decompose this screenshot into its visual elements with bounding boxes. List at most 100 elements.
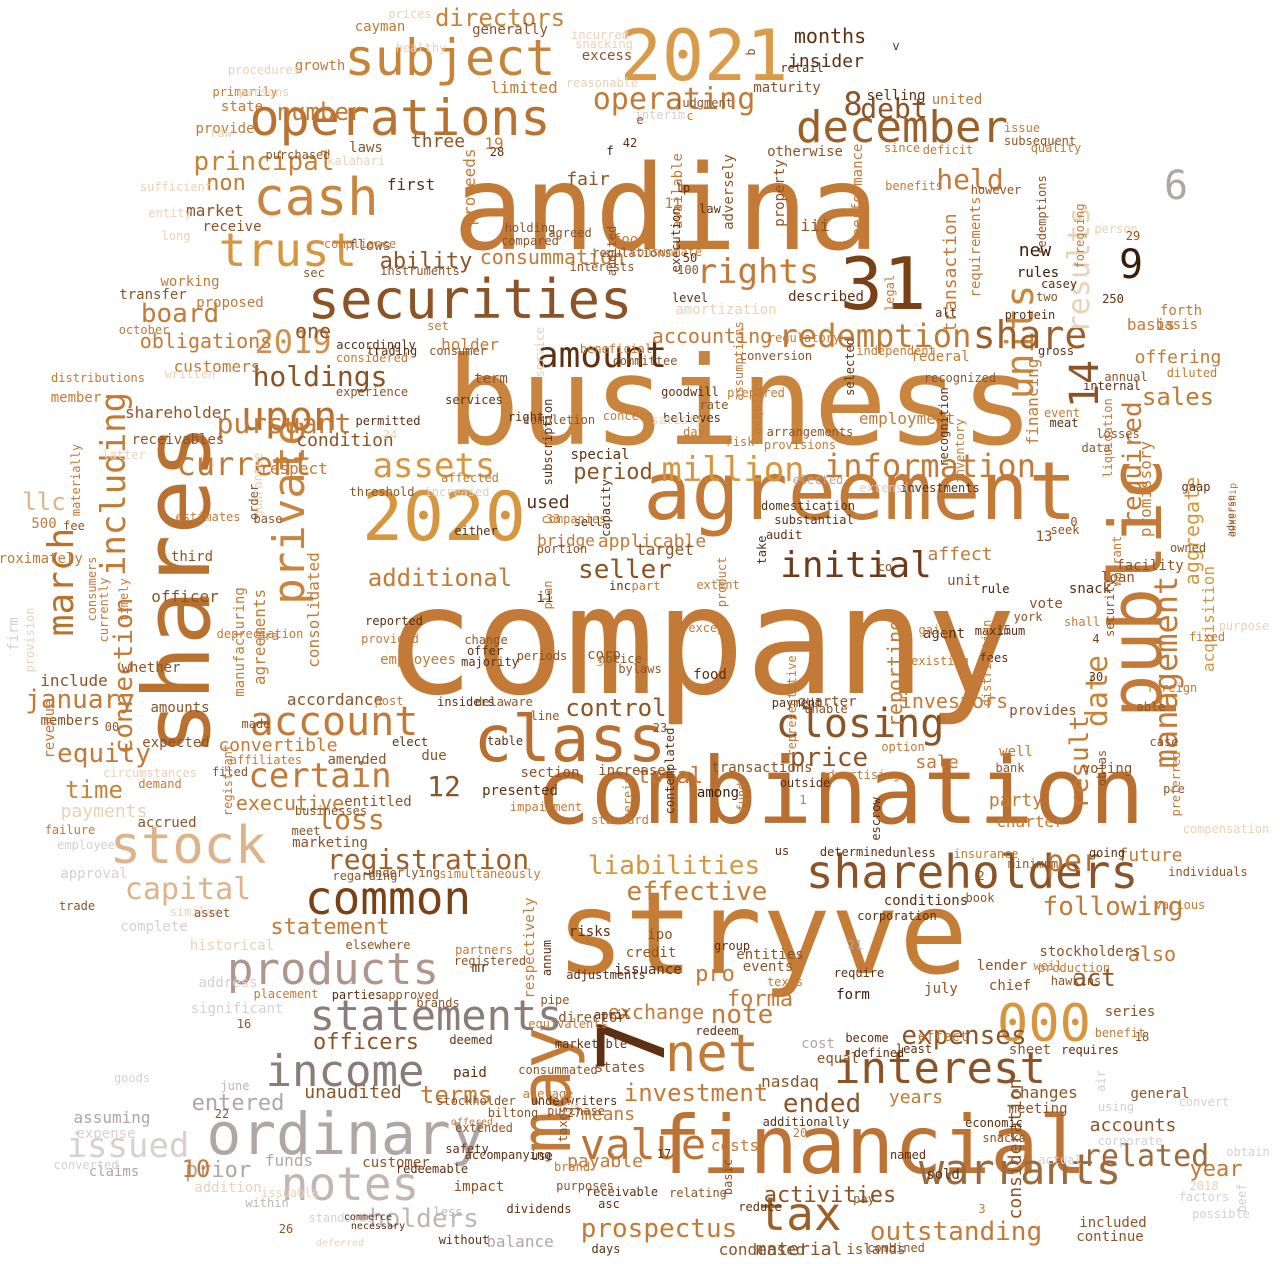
cloud-word: fair (566, 169, 610, 190)
cloud-word: 3 (978, 1202, 986, 1216)
cloud-word: ii (536, 590, 554, 606)
cloud-word: notes (280, 1157, 420, 1211)
cloud-word: share (972, 313, 1088, 357)
cloud-word: portion (536, 542, 588, 556)
cloud-word: benefit (1094, 1026, 1146, 1040)
cloud-word: approved (381, 988, 439, 1002)
cloud-word: third (170, 549, 214, 565)
cloud-word: concern (602, 409, 654, 423)
cloud-word: sold (926, 1167, 960, 1183)
cloud-word: similar (169, 905, 221, 919)
cloud-word: c (686, 109, 694, 123)
cloud-word: benefits (885, 179, 943, 193)
cloud-word: payable (567, 1151, 643, 1172)
cloud-word: interim (634, 108, 686, 122)
cloud-word: snacking (575, 37, 633, 51)
cloud-word: retail (780, 61, 824, 75)
cloud-word: offer (466, 644, 504, 658)
cloud-word: 11 (664, 196, 682, 212)
cloud-word: insider (788, 51, 864, 72)
cloud-word: united (931, 92, 983, 108)
cloud-word: set (427, 319, 449, 333)
cloud-word: equal (816, 1051, 860, 1067)
cloud-word: service (533, 326, 547, 378)
cloud-word: elect (391, 735, 429, 749)
cloud-word: member (50, 390, 102, 406)
cloud-word: officers (313, 1030, 419, 1055)
cloud-word: receivables (131, 432, 225, 448)
cloud-word: presented (482, 783, 558, 799)
cloud-word: historical (189, 938, 275, 954)
cloud-word: amortization (675, 302, 777, 318)
cloud-word: lender (976, 958, 1028, 974)
cloud-word: foods (612, 232, 656, 248)
cloud-word: part (631, 579, 661, 593)
cloud-word: accordingly (336, 338, 416, 352)
cloud-word: security (1103, 579, 1117, 637)
cloud-word: 30 (1088, 670, 1104, 684)
cloud-word: basic (721, 1158, 735, 1196)
cloud-word: 250 (1102, 292, 1124, 306)
cloud-word: limited (490, 78, 558, 97)
cloud-word: elsewhere (345, 938, 411, 952)
cloud-word: transactions (711, 760, 813, 776)
cloud-word: days (591, 1242, 621, 1256)
cloud-word: consideration (1005, 1078, 1026, 1220)
cloud-word: islands (846, 1242, 906, 1258)
cloud-word: parties (331, 988, 383, 1002)
cloud-word: employees (380, 652, 456, 668)
cloud-word: 23 (652, 721, 668, 735)
cloud-word: offering (1134, 347, 1222, 368)
cloud-word: provisions (763, 438, 837, 452)
cloud-word: asc (598, 1197, 620, 1211)
cloud-word: new (1018, 240, 1052, 261)
cloud-word: customer (362, 1155, 430, 1171)
cloud-word: brand (553, 1160, 591, 1174)
cloud-word: holdings (252, 360, 388, 393)
cloud-word: address (198, 975, 258, 991)
cloud-word: changes (1010, 1083, 1078, 1102)
cloud-word: obligations (139, 329, 273, 353)
cloud-word: stock (109, 816, 267, 876)
cloud-word: notice (598, 652, 642, 666)
cloud-word: upon (240, 394, 338, 440)
cloud-word: 20 (792, 1126, 808, 1140)
cloud-word: corp (587, 647, 621, 663)
cloud-word: post (374, 694, 404, 708)
cloud-word: minimum (1007, 857, 1059, 871)
cloud-word: control (565, 694, 667, 722)
cloud-word: actual (1038, 1153, 1082, 1167)
cloud-word: non (206, 171, 246, 196)
cloud-word: ordinary (206, 1100, 486, 1168)
cloud-word: going (1088, 846, 1126, 860)
cloud-word: tra (257, 629, 279, 643)
cloud-word: section (520, 765, 580, 781)
cloud-word: board (140, 299, 220, 329)
cloud-word: prospectus (580, 1214, 738, 1244)
cloud-word: person (1094, 222, 1138, 236)
cloud-word: debt (860, 92, 928, 125)
cloud-word: statements (309, 991, 563, 1040)
cloud-word: compensation (1182, 822, 1270, 836)
cloud-word: following (1042, 892, 1184, 922)
cloud-word: domestication (761, 499, 855, 513)
cloud-word: adjustments (566, 968, 646, 982)
cloud-word: million (661, 450, 805, 490)
cloud-word: marketable (554, 1037, 628, 1051)
cloud-word: elected (792, 473, 844, 487)
cloud-word: risk (725, 435, 755, 449)
cloud-word: trust (218, 223, 358, 277)
cloud-word: capacity (599, 479, 613, 537)
cloud-word: federal (910, 349, 970, 365)
cloud-word: bridge (537, 531, 595, 550)
cloud-word: receive (202, 219, 262, 235)
cloud-word: redemptions (1035, 175, 1049, 255)
cloud-word: obtain (1226, 1145, 1270, 1159)
cloud-word: recognition (937, 387, 951, 467)
cloud-word: excess (581, 48, 633, 64)
cloud-word: proceeds (460, 148, 479, 226)
cloud-word: approval (60, 866, 128, 882)
cloud-word: april (593, 1008, 631, 1022)
cloud-word: conditions (883, 893, 969, 909)
cloud-word: right (507, 410, 545, 424)
